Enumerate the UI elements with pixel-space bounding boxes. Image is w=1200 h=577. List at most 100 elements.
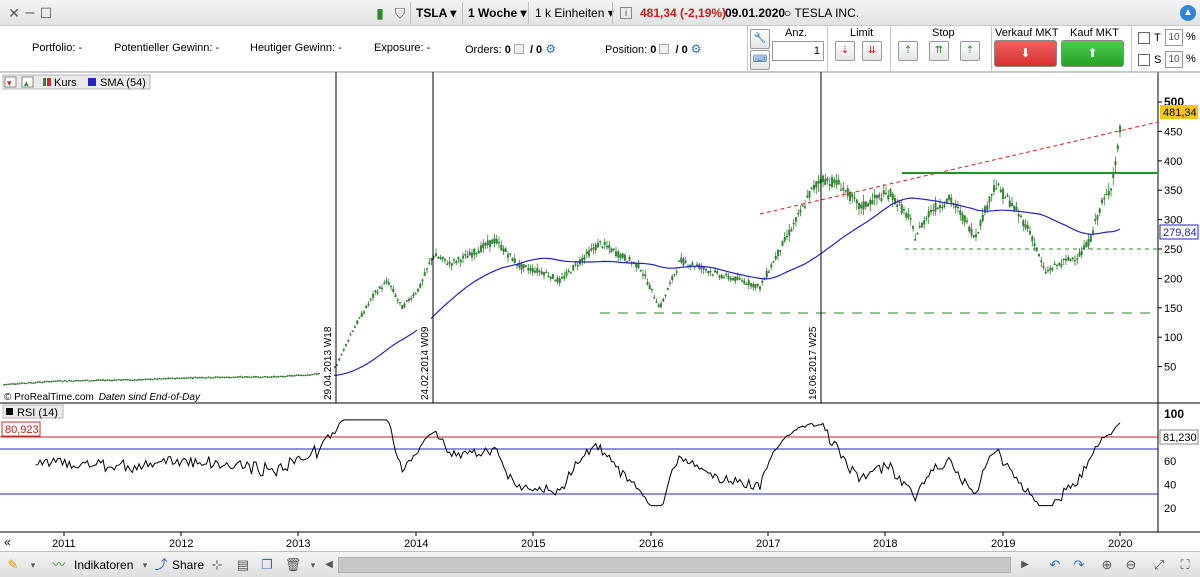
limit-label: Limit [850,27,874,39]
candle-body [779,250,782,252]
chevron-up-icon[interactable]: ▲ [1180,5,1196,21]
stop-sell-icon[interactable]: ⇡ [960,41,980,61]
sell-market-button[interactable]: ⬇ [994,40,1057,67]
expand-icon[interactable] [21,76,34,88]
candle-body [133,379,136,381]
candle-body [628,257,631,261]
quantity-input[interactable] [772,41,824,61]
indicators-button[interactable]: Indikatoren [74,558,134,572]
scroll-right-icon[interactable]: ▶ [1021,559,1029,570]
t-percent-input[interactable]: 10 [1165,29,1183,46]
collapse-icon[interactable] [4,76,17,88]
units-selector[interactable]: 1 k Einheiten ▾ [535,6,614,20]
candle-body [781,240,784,247]
fullscreen-icon[interactable]: ⛶ [1180,557,1190,572]
limit-sell-icon[interactable]: ⇣ [835,41,855,61]
scroll-left-icon[interactable]: ◀ [325,559,333,570]
candle-body [961,213,964,221]
chevron-down-icon[interactable]: ▾ [142,560,148,570]
stop-buy-icon[interactable]: ⇡ [898,41,918,61]
horizontal-scrollbar[interactable] [338,557,1011,573]
crosshair-icon[interactable]: ⊹ [211,557,223,572]
vline-label-2013: 29.04.2013 W18 [323,326,334,400]
candle-body [396,299,399,301]
candle-body [923,220,926,225]
candle-body [381,287,383,290]
price-legend: ▾ ▴ Kurs SMA (54) [2,74,151,90]
candle-body [9,383,12,385]
gear-icon[interactable]: ⚙ [545,42,556,56]
candle-body [138,379,140,381]
symbol-selector[interactable]: TSLA ▾ [416,6,457,20]
rsi-tick-label: 60 [1164,456,1176,468]
s-percent-input[interactable]: 10 [1165,51,1183,68]
buy-market-button[interactable]: ⬆ [1061,40,1124,67]
layers-icon[interactable]: ❐ [261,557,273,572]
chevron-down-icon[interactable]: ▾ [310,560,316,570]
candle-body [63,380,66,382]
candle-body [761,280,764,283]
trash-icon[interactable]: 🗑 [284,557,302,572]
close-icon[interactable]: ✕ [8,5,20,21]
candle-body [417,288,419,292]
scroll-left-icon[interactable]: « [4,535,11,549]
candle-body [295,374,298,377]
chevron-down-icon[interactable]: ▾ [30,560,36,570]
candle-body [500,244,503,250]
period-selector[interactable]: 1 Woche ▾ [468,6,527,20]
svg-text:▾: ▾ [7,78,12,88]
keyboard-icon[interactable]: ⌨ [750,50,770,70]
candles-icon[interactable]: ▮ [376,5,384,21]
wrench-icon[interactable]: 🔧 [750,29,770,49]
candle-body [736,276,739,281]
redo-icon[interactable]: ↷ [1073,557,1085,572]
candle-body [372,294,374,298]
orders-box-icon[interactable] [513,44,524,54]
maximize-icon[interactable]: ☐ [39,5,53,21]
gear-icon[interactable]: ⚙ [690,42,702,56]
chart-icon[interactable]: ▤ [236,557,250,572]
share-button[interactable]: Share [172,558,205,572]
stop-buy-alt-icon[interactable]: ⇈ [929,41,949,61]
candle-body [284,376,287,378]
price-chart[interactable]: 29.04.2013 W18 24.02.2014 W09 19.06.2017… [0,72,1200,550]
candle-body [536,267,539,273]
candle-body [354,326,356,328]
candle-body [675,271,678,273]
candle-body [714,270,716,273]
candle-body [246,376,248,378]
position-box-icon[interactable] [659,44,670,54]
quote-date: 09.01.2020 [725,6,786,20]
candle-body [453,259,455,261]
pencil-icon[interactable]: ✎ [7,557,19,572]
candle-body [745,283,748,286]
t-checkbox[interactable] [1138,32,1150,44]
candle-body [621,253,624,258]
s-checkbox[interactable] [1138,54,1150,66]
scrollbar-thumb[interactable] [339,558,1010,572]
s-percent-unit: % [1186,53,1196,65]
candle-body [795,217,797,222]
undo-icon[interactable]: ↶ [1049,557,1061,572]
indicators-icon[interactable]: 〰 [52,557,66,572]
share-icon[interactable]: ⤴ [154,557,168,572]
candle-body [932,209,935,212]
zoom-in-icon[interactable]: ⊕ [1101,557,1113,572]
minimize-icon[interactable]: – [25,4,35,21]
candle-body [376,291,379,294]
fit-icon[interactable]: ⤢ [1153,557,1165,572]
zoom-out-icon[interactable]: ⊖ [1125,557,1137,572]
candle-body [266,376,269,378]
candle-body [617,251,620,258]
candle-body [306,374,309,376]
candle-body [540,271,543,275]
limit-sell-alt-icon[interactable]: ⇊ [862,41,882,61]
trend-line[interactable] [759,121,1159,215]
bookmark-icon[interactable]: ⛉ [394,5,406,21]
candle-body [113,379,116,381]
candle-body [345,343,347,346]
candle-body [1033,243,1036,247]
candle-body [255,376,257,378]
candle-body [1087,239,1090,247]
info-icon[interactable]: i [620,7,632,19]
